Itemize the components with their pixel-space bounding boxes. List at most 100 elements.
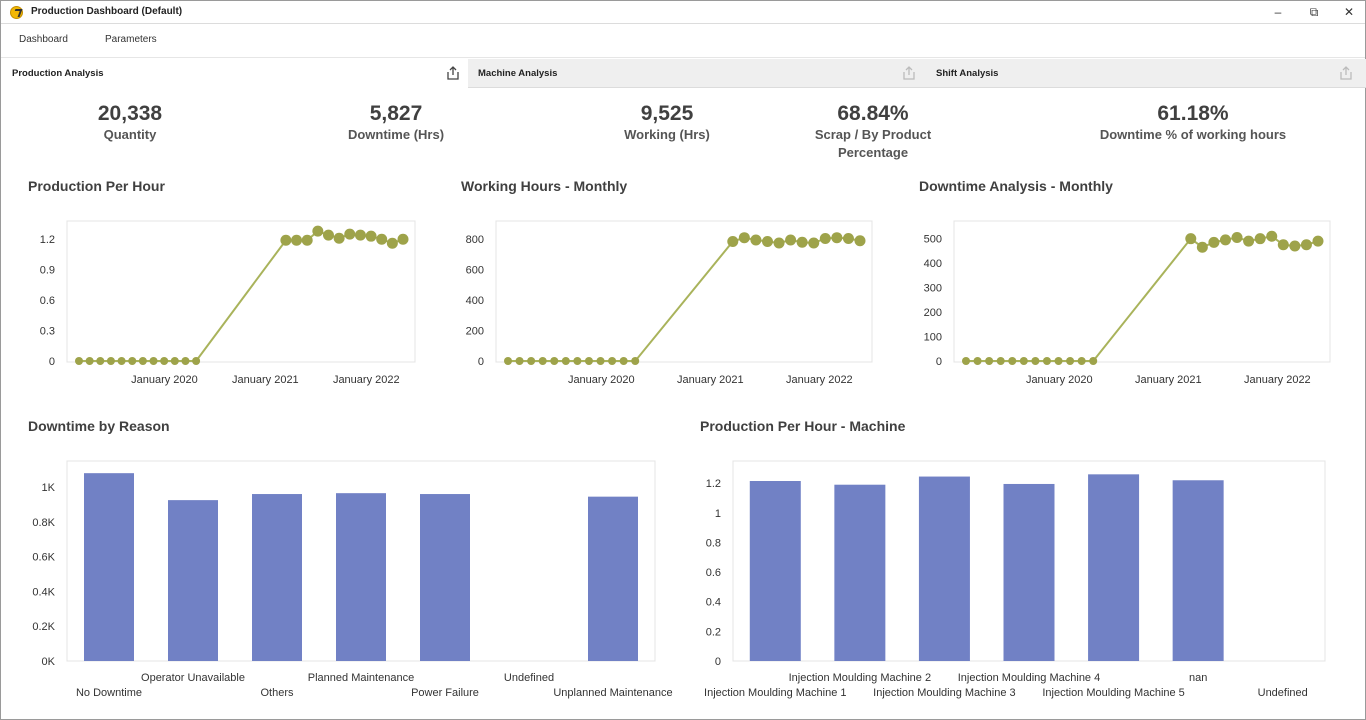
bar[interactable] xyxy=(749,481,801,661)
data-point[interactable] xyxy=(138,357,147,365)
data-point[interactable] xyxy=(808,237,820,249)
data-point[interactable] xyxy=(596,357,605,365)
data-point[interactable] xyxy=(504,357,512,365)
data-point[interactable] xyxy=(106,357,115,365)
data-point[interactable] xyxy=(1254,233,1266,245)
data-point[interactable] xyxy=(170,357,179,365)
data-point[interactable] xyxy=(750,234,762,246)
data-point[interactable] xyxy=(386,237,398,249)
data-point[interactable] xyxy=(831,232,843,244)
data-point[interactable] xyxy=(1196,241,1208,253)
bar[interactable] xyxy=(1088,474,1140,661)
data-point[interactable] xyxy=(192,357,201,365)
data-point[interactable] xyxy=(842,232,854,244)
bar[interactable] xyxy=(336,493,386,661)
data-point[interactable] xyxy=(727,236,739,248)
data-point[interactable] xyxy=(996,357,1005,365)
data-point[interactable] xyxy=(96,357,105,365)
data-point[interactable] xyxy=(608,357,617,365)
data-point[interactable] xyxy=(322,229,334,241)
data-point[interactable] xyxy=(1231,231,1243,243)
data-point[interactable] xyxy=(1266,230,1278,242)
data-point[interactable] xyxy=(854,235,866,247)
data-point[interactable] xyxy=(796,236,808,248)
data-point[interactable] xyxy=(1077,357,1086,365)
data-point[interactable] xyxy=(538,357,547,365)
bar[interactable] xyxy=(918,476,970,661)
data-point[interactable] xyxy=(573,357,582,365)
data-point[interactable] xyxy=(819,232,831,244)
data-point[interactable] xyxy=(301,234,313,246)
data-point[interactable] xyxy=(117,357,126,365)
data-point[interactable] xyxy=(160,357,169,365)
data-point[interactable] xyxy=(1042,357,1051,365)
data-point[interactable] xyxy=(128,357,137,365)
data-point[interactable] xyxy=(785,234,797,246)
data-point[interactable] xyxy=(1208,236,1220,248)
data-point[interactable] xyxy=(738,232,750,244)
data-point[interactable] xyxy=(1219,234,1231,246)
tab-production-analysis[interactable]: Production Analysis xyxy=(2,59,468,88)
data-point[interactable] xyxy=(1019,357,1028,365)
export-icon[interactable] xyxy=(1338,65,1354,81)
bar[interactable] xyxy=(168,500,218,661)
export-icon[interactable] xyxy=(445,65,461,81)
data-point[interactable] xyxy=(1031,357,1040,365)
export-icon[interactable] xyxy=(901,65,917,81)
data-point[interactable] xyxy=(1089,357,1098,365)
x-tick-label: January 2021 xyxy=(232,374,299,386)
data-point[interactable] xyxy=(1312,235,1324,247)
restore-icon[interactable]: ⧉ xyxy=(1309,5,1319,19)
data-point[interactable] xyxy=(344,228,356,240)
data-point[interactable] xyxy=(149,357,158,365)
data-point[interactable] xyxy=(1289,240,1301,252)
data-point[interactable] xyxy=(527,357,536,365)
data-point[interactable] xyxy=(1054,357,1063,365)
bar[interactable] xyxy=(420,494,470,661)
data-point[interactable] xyxy=(333,232,345,244)
data-point[interactable] xyxy=(291,234,303,246)
data-point[interactable] xyxy=(280,234,292,246)
bar[interactable] xyxy=(1172,480,1224,661)
data-point[interactable] xyxy=(181,357,190,365)
data-point[interactable] xyxy=(1066,357,1075,365)
bar[interactable] xyxy=(84,473,134,661)
data-point[interactable] xyxy=(631,357,640,365)
x-tick-label: January 2021 xyxy=(1135,374,1202,386)
data-point[interactable] xyxy=(85,357,94,365)
bar[interactable] xyxy=(834,484,886,661)
bar[interactable] xyxy=(1003,483,1055,661)
data-point[interactable] xyxy=(1185,233,1197,245)
data-point[interactable] xyxy=(397,233,409,245)
minimize-icon[interactable]: – xyxy=(1274,5,1282,19)
menu-item-parameters[interactable]: Parameters xyxy=(105,34,157,45)
data-point[interactable] xyxy=(773,237,785,249)
data-point[interactable] xyxy=(1243,235,1255,247)
data-point[interactable] xyxy=(1008,357,1017,365)
data-point[interactable] xyxy=(619,357,628,365)
series-line xyxy=(508,236,861,362)
data-point[interactable] xyxy=(1277,239,1289,251)
close-icon[interactable]: ✕ xyxy=(1343,5,1355,19)
data-point[interactable] xyxy=(584,357,593,365)
bar[interactable] xyxy=(252,494,302,661)
data-point[interactable] xyxy=(365,230,377,242)
data-point[interactable] xyxy=(354,229,366,241)
x-tick-label: January 2020 xyxy=(131,374,198,386)
data-point[interactable] xyxy=(312,225,324,237)
data-point[interactable] xyxy=(515,357,524,365)
data-point[interactable] xyxy=(962,357,970,365)
data-point[interactable] xyxy=(75,357,83,365)
data-point[interactable] xyxy=(761,236,773,248)
data-point[interactable] xyxy=(550,357,559,365)
data-point[interactable] xyxy=(973,357,982,365)
menu-item-dashboard[interactable]: Dashboard xyxy=(19,34,68,45)
data-point[interactable] xyxy=(1300,239,1312,251)
tab-shift-analysis[interactable]: Shift Analysis xyxy=(926,59,1366,88)
tab-machine-analysis[interactable]: Machine Analysis xyxy=(468,59,926,88)
bar[interactable] xyxy=(588,496,638,661)
data-point[interactable] xyxy=(985,357,994,365)
data-point[interactable] xyxy=(376,233,388,245)
y-tick-label: 0.6 xyxy=(40,295,55,307)
data-point[interactable] xyxy=(561,357,570,365)
